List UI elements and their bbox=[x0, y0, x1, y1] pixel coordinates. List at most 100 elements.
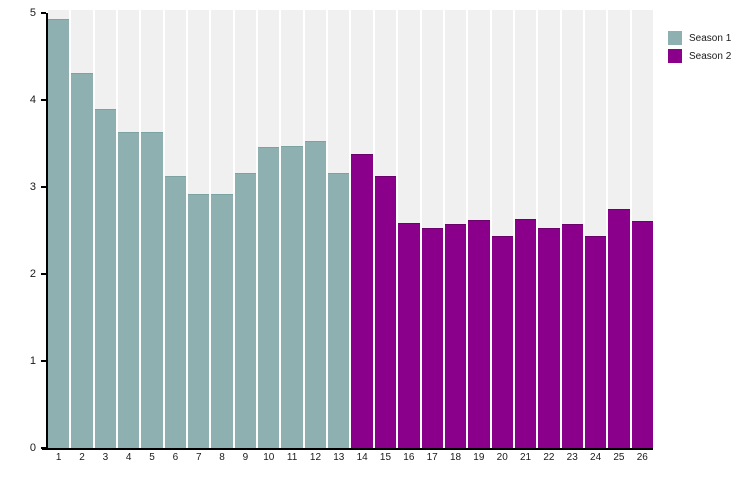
bar-episode-21 bbox=[514, 219, 537, 448]
legend-label-season-1: Season 1 bbox=[689, 32, 732, 44]
bar-column-20 bbox=[491, 10, 513, 448]
bar-column-7 bbox=[188, 10, 210, 448]
bar-column-1 bbox=[48, 10, 70, 448]
bar-episode-11 bbox=[281, 145, 303, 448]
x-tick-label-22: 22 bbox=[543, 452, 555, 463]
bar-episode-10 bbox=[258, 146, 280, 448]
bar-column-8 bbox=[211, 10, 233, 448]
bar-column-15 bbox=[374, 10, 397, 448]
legend: Season 1 Season 2 bbox=[668, 31, 731, 63]
bar-columns bbox=[48, 10, 653, 448]
bar-episode-8 bbox=[211, 193, 233, 448]
x-tick-label-17: 17 bbox=[426, 452, 438, 463]
y-tick-4 bbox=[41, 99, 46, 101]
bar-column-2 bbox=[71, 10, 93, 448]
bar-column-16 bbox=[398, 10, 420, 448]
x-tick-label-13: 13 bbox=[333, 452, 345, 463]
bar-episode-17 bbox=[421, 227, 443, 448]
bar-column-11 bbox=[281, 10, 303, 448]
bar-column-4 bbox=[118, 10, 140, 448]
y-tick-label-4: 4 bbox=[29, 94, 36, 106]
bar-column-22 bbox=[538, 10, 560, 448]
y-tick-label-0: 0 bbox=[29, 442, 36, 454]
bar-episode-13 bbox=[328, 172, 350, 448]
bar-episode-18 bbox=[444, 224, 467, 448]
bar-episode-14 bbox=[351, 153, 373, 448]
bar-episode-22 bbox=[538, 227, 560, 448]
x-tick-label-3: 3 bbox=[102, 452, 109, 463]
x-tick-label-5: 5 bbox=[149, 452, 155, 463]
bar-episode-4 bbox=[118, 132, 140, 448]
bar-episode-26 bbox=[631, 220, 653, 448]
bar-column-6 bbox=[164, 10, 187, 448]
legend-item-season-1: Season 1 bbox=[668, 31, 731, 45]
y-axis-line bbox=[46, 13, 48, 448]
x-tick-label-7: 7 bbox=[195, 452, 202, 463]
bar-episode-5 bbox=[141, 132, 163, 448]
x-tick-label-8: 8 bbox=[219, 452, 225, 463]
x-tick-label-11: 11 bbox=[286, 452, 298, 463]
y-tick-3 bbox=[41, 186, 46, 188]
x-tick-label-20: 20 bbox=[496, 452, 508, 463]
bar-episode-1 bbox=[48, 18, 70, 448]
x-tick-label-25: 25 bbox=[613, 452, 625, 463]
y-tick-label-3: 3 bbox=[29, 181, 36, 193]
bar-episode-24 bbox=[584, 236, 607, 448]
bar-column-5 bbox=[141, 10, 163, 448]
bar-column-9 bbox=[234, 10, 257, 448]
bar-episode-23 bbox=[561, 224, 583, 448]
bar-column-21 bbox=[514, 10, 537, 448]
bar-episode-6 bbox=[164, 175, 187, 448]
bar-episode-12 bbox=[304, 140, 327, 448]
bar-episode-20 bbox=[491, 235, 513, 448]
bar-column-14 bbox=[351, 10, 373, 448]
bar-column-13 bbox=[328, 10, 350, 448]
y-tick-2 bbox=[41, 273, 46, 275]
bar-column-12 bbox=[304, 10, 327, 448]
bar-episode-19 bbox=[468, 219, 490, 448]
x-tick-label-15: 15 bbox=[379, 452, 392, 463]
x-tick-label-9: 9 bbox=[242, 452, 249, 463]
x-tick-label-16: 16 bbox=[403, 452, 415, 463]
bar-column-3 bbox=[94, 10, 117, 448]
y-tick-0 bbox=[41, 447, 46, 449]
x-tick-label-26: 26 bbox=[636, 452, 648, 463]
bar-episode-15 bbox=[374, 176, 397, 448]
y-tick-5 bbox=[41, 12, 46, 14]
bar-episode-9 bbox=[234, 172, 257, 448]
bar-episode-7 bbox=[188, 193, 210, 448]
bar-episode-16 bbox=[398, 223, 420, 448]
bar-column-17 bbox=[421, 10, 443, 448]
x-tick-label-23: 23 bbox=[566, 452, 578, 463]
y-tick-1 bbox=[41, 360, 46, 362]
x-axis-labels: 1 2 3 4 5 6 7 8 9 10 11 12 13 14 15 16 17 18 19 20 21 22 23 24 2… bbox=[48, 452, 653, 463]
x-tick-label-10: 10 bbox=[263, 452, 275, 463]
x-tick-label-14: 14 bbox=[356, 452, 368, 463]
x-tick-label-19: 19 bbox=[473, 452, 485, 463]
x-tick-label-24: 24 bbox=[590, 452, 602, 463]
plot-area: 0 1 2 3 4 5 bbox=[30, 7, 653, 454]
x-axis-line bbox=[42, 448, 653, 450]
bar-episode-3 bbox=[94, 109, 117, 448]
x-tick-label-4: 4 bbox=[125, 452, 132, 463]
bar-column-25 bbox=[608, 10, 630, 448]
bar-column-18 bbox=[444, 10, 467, 448]
bar-episode-2 bbox=[71, 72, 93, 448]
x-tick-label-6: 6 bbox=[172, 452, 179, 463]
y-tick-label-5: 5 bbox=[29, 7, 36, 19]
x-tick-label-2: 2 bbox=[79, 452, 85, 463]
y-tick-label-2: 2 bbox=[29, 268, 36, 280]
season-1-swatch bbox=[668, 31, 682, 45]
bar-column-26 bbox=[631, 10, 653, 448]
y-tick-label-1: 1 bbox=[29, 355, 36, 367]
x-tick-label-18: 18 bbox=[449, 452, 462, 463]
x-tick-label-1: 1 bbox=[55, 452, 62, 463]
bar-column-24 bbox=[584, 10, 607, 448]
legend-label-season-2: Season 2 bbox=[689, 50, 732, 62]
x-tick-label-21: 21 bbox=[519, 452, 532, 463]
legend-item-season-2: Season 2 bbox=[668, 49, 731, 63]
bar-column-23 bbox=[561, 10, 583, 448]
bar-column-10 bbox=[258, 10, 280, 448]
bar-column-19 bbox=[468, 10, 490, 448]
